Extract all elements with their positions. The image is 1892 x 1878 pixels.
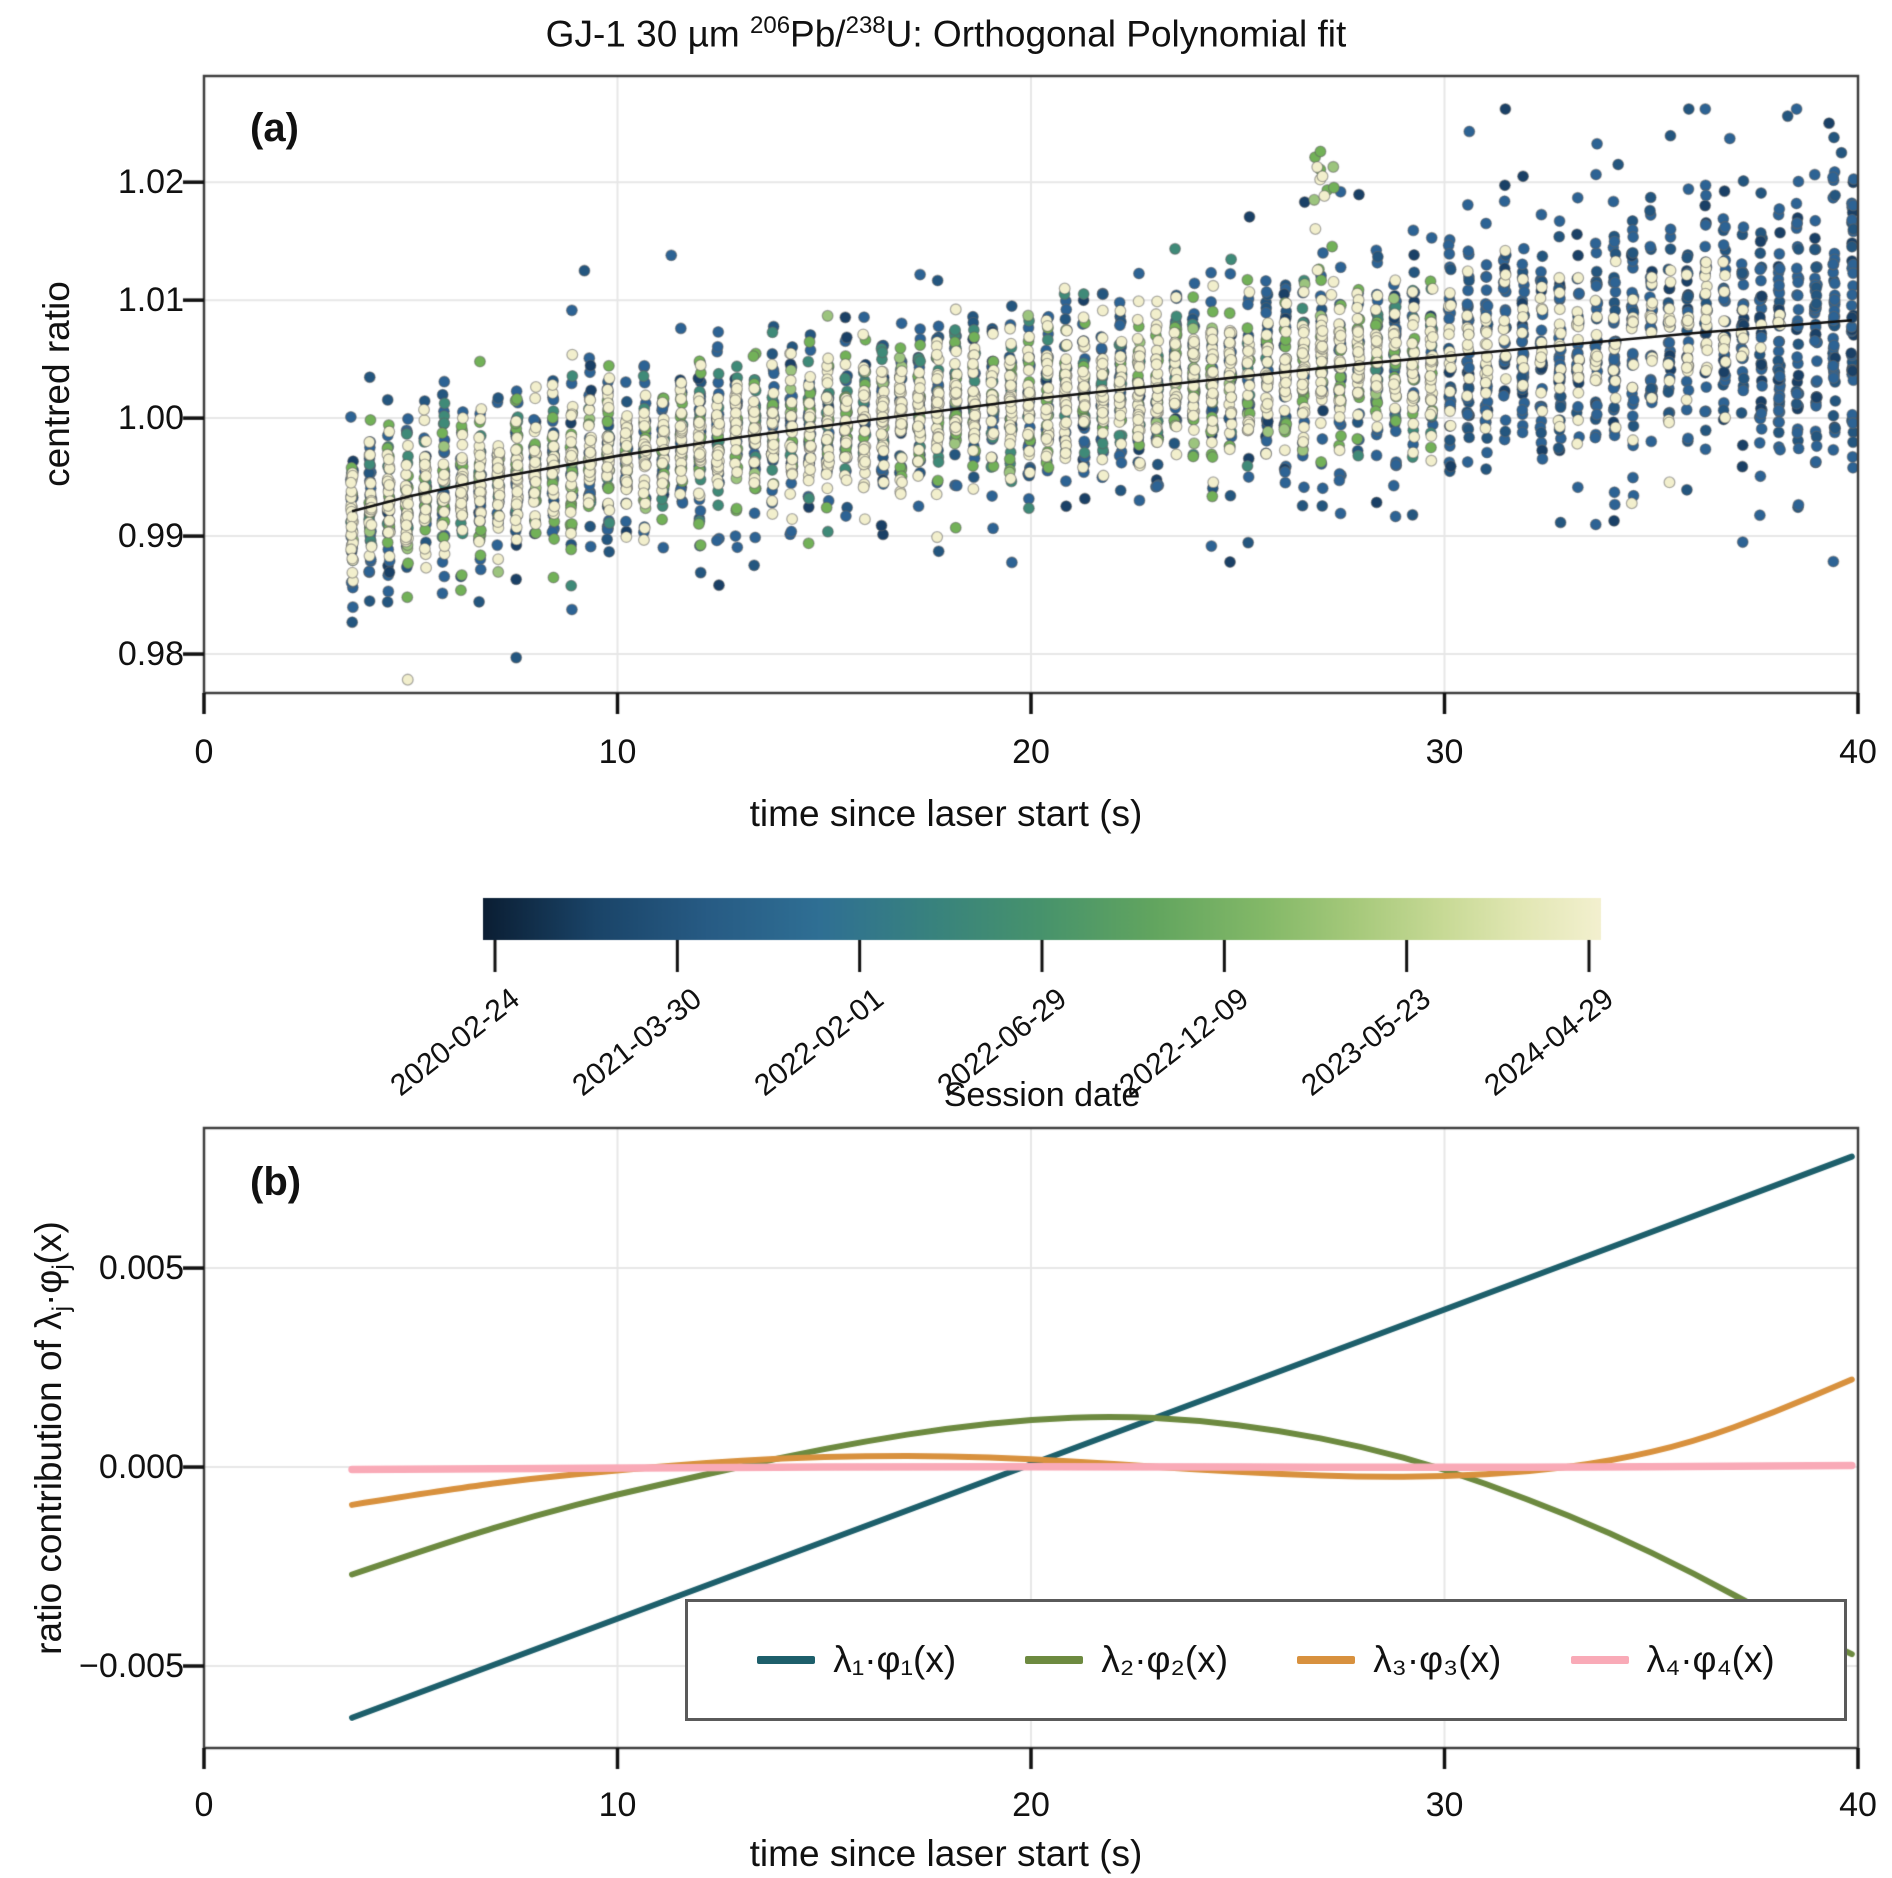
panel-b-legend: λ₁·φ₁(x) λ₂·φ₂(x) λ₃·φ₃(x) λ₄·φ₄(x) (685, 1599, 1847, 1721)
panel-b-xtick-30: 30 (1425, 1786, 1464, 1824)
legend-label-1: λ₁·φ₁(x) (833, 1639, 957, 1680)
panel-a-x-axis-label: time since laser start (s) (749, 793, 1143, 834)
isotope-238-superscript: 238 (845, 12, 886, 39)
panel-b-ytick-0.000: 0.000 (98, 1448, 184, 1487)
panel-a-label: (a) (250, 106, 299, 150)
legend-entry-1: λ₁·φ₁(x) (757, 1639, 956, 1681)
panel-b-xtick-20: 20 (1012, 1786, 1050, 1824)
panel-b-label: (b) (250, 1160, 302, 1204)
panel-b-xtick-10: 10 (598, 1786, 637, 1824)
legend-entry-3: λ₃·φ₃(x) (1297, 1639, 1501, 1681)
legend-swatch-4 (1570, 1656, 1629, 1664)
isotope-206-superscript: 206 (750, 12, 791, 39)
panel-b-xtick-0: 0 (194, 1786, 214, 1824)
panel-a-xtick-20: 20 (1012, 733, 1050, 771)
legend-swatch-2 (1025, 1656, 1084, 1664)
panel-a-ytick-0.98: 0.98 (117, 635, 184, 674)
panel-b-x-axis-label: time since laser start (s) (749, 1833, 1143, 1874)
panel-a-ytick-1.01: 1.01 (117, 281, 184, 320)
panel-a-xtick-40: 40 (1839, 733, 1877, 771)
legend-swatch-1 (757, 1656, 816, 1664)
panel-a-ytick-0.99: 0.99 (117, 517, 184, 556)
legend-label-4: λ₄·φ₄(x) (1646, 1639, 1775, 1680)
panel-b-ytick-−0.005: −0.005 (79, 1647, 184, 1686)
panel-a-xtick-10: 10 (598, 733, 637, 771)
legend-label-3: λ₃·φ₃(x) (1373, 1639, 1502, 1680)
legend-entry-2: λ₂·φ₂(x) (1025, 1639, 1228, 1681)
panel-b-ytick-0.005: 0.005 (98, 1249, 184, 1288)
panel-a-ytick-1.02: 1.02 (117, 163, 184, 202)
panel-b-xtick-40: 40 (1839, 1786, 1877, 1824)
legend-swatch-3 (1297, 1656, 1356, 1664)
panel-a-ytick-1.00: 1.00 (117, 399, 184, 438)
legend-entry-4: λ₄·φ₄(x) (1570, 1639, 1775, 1681)
panel-a-xtick-0: 0 (194, 733, 214, 771)
panel-a-xtick-30: 30 (1425, 733, 1464, 771)
legend-label-2: λ₂·φ₂(x) (1101, 1639, 1229, 1680)
chart-title: GJ-1 30 µm 206Pb/238U: Orthogonal Polyno… (545, 12, 1347, 55)
colorbar-label: Session date (943, 1076, 1141, 1114)
